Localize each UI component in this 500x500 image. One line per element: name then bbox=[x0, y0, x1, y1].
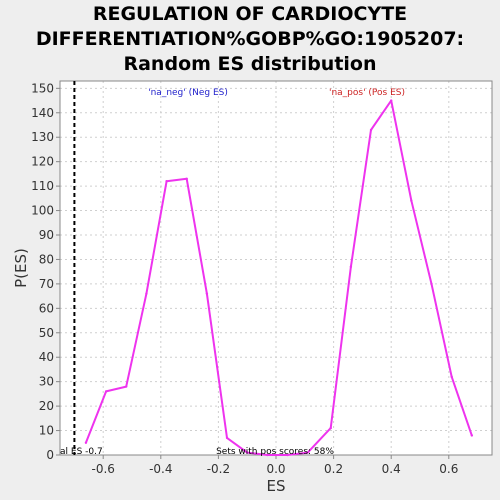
y-axis-label: P(ES) bbox=[12, 248, 30, 288]
x-tick-label: -0.4 bbox=[149, 462, 172, 476]
data-point bbox=[410, 199, 413, 202]
x-tick-label: 0.2 bbox=[324, 462, 343, 476]
data-point bbox=[349, 265, 353, 268]
legend-neg-label: 'na_neg' (Neg ES) bbox=[148, 88, 228, 98]
data-point bbox=[329, 426, 332, 430]
data-point bbox=[306, 451, 309, 454]
y-tick-label: 150 bbox=[31, 81, 54, 95]
actual-es-annotation: al ES -0.7 bbox=[60, 447, 103, 457]
y-tick-label: 100 bbox=[31, 204, 54, 218]
data-point bbox=[84, 441, 88, 444]
y-tick-label: 30 bbox=[39, 375, 54, 389]
chart-title: REGULATION OF CARDIOCYTE DIFFERENTIATION… bbox=[0, 2, 500, 77]
y-tick-label: 70 bbox=[39, 277, 54, 291]
y-tick-label: 130 bbox=[31, 130, 54, 144]
data-point bbox=[246, 451, 249, 454]
data-point bbox=[165, 180, 168, 183]
y-tick-label: 80 bbox=[39, 252, 54, 266]
y-tick-label: 120 bbox=[31, 155, 54, 169]
y-tick-label: 60 bbox=[39, 301, 54, 315]
y-tick-label: 90 bbox=[39, 228, 54, 242]
data-point bbox=[450, 375, 453, 378]
data-point bbox=[369, 128, 373, 132]
data-point bbox=[286, 453, 289, 457]
chart-title-line-1: REGULATION OF CARDIOCYTE bbox=[92, 3, 408, 25]
data-point bbox=[104, 390, 108, 393]
chart-title-line-2: DIFFERENTIATION%GOBP%GO:1905207: bbox=[35, 28, 465, 50]
data-point bbox=[390, 99, 393, 102]
data-point bbox=[185, 177, 188, 180]
data-point bbox=[145, 292, 148, 295]
series-line bbox=[84, 99, 473, 456]
x-axis-label: ES bbox=[267, 477, 286, 495]
y-tick-label: 40 bbox=[39, 350, 54, 364]
x-tick-label: 0.6 bbox=[439, 462, 458, 476]
x-tick-label: -0.6 bbox=[91, 462, 114, 476]
x-tick-label: 0.4 bbox=[382, 462, 401, 476]
data-point bbox=[266, 453, 269, 457]
pos-scores-annotation: Sets with pos scores: 58% bbox=[216, 447, 334, 457]
data-point bbox=[125, 385, 128, 388]
legend-pos-label: 'na_pos' (Pos ES) bbox=[329, 88, 405, 98]
data-point bbox=[225, 436, 229, 440]
data-point bbox=[430, 282, 433, 286]
x-tick-label: -0.2 bbox=[207, 462, 230, 476]
y-tick-label: 20 bbox=[39, 399, 54, 413]
y-tick-label: 50 bbox=[39, 326, 54, 340]
chart-title-line-3: Random ES distribution bbox=[123, 53, 377, 75]
y-tick-label: 10 bbox=[39, 424, 54, 438]
data-point bbox=[470, 434, 474, 437]
y-tick-label: 110 bbox=[31, 179, 54, 193]
y-tick-label: 0 bbox=[46, 448, 54, 462]
x-tick-label: 0.0 bbox=[266, 462, 285, 476]
data-point bbox=[205, 292, 209, 295]
y-tick-label: 140 bbox=[31, 106, 54, 120]
